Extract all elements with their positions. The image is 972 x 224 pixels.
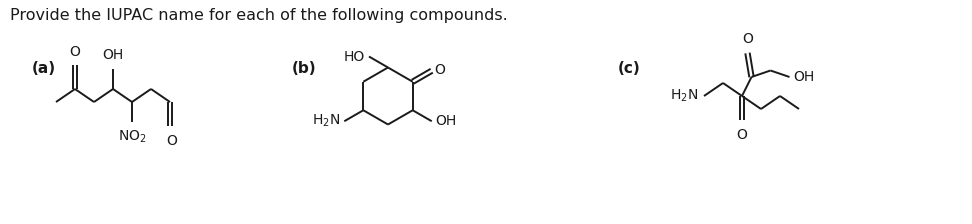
- Text: HO: HO: [344, 50, 364, 63]
- Text: OH: OH: [793, 70, 815, 84]
- Text: NO$_2$: NO$_2$: [118, 129, 147, 145]
- Text: O: O: [742, 32, 753, 46]
- Text: O: O: [70, 45, 81, 59]
- Text: O: O: [166, 134, 178, 148]
- Text: (c): (c): [618, 60, 641, 75]
- Text: OH: OH: [435, 114, 457, 128]
- Text: OH: OH: [102, 48, 123, 62]
- Text: H$_2$N: H$_2$N: [670, 88, 698, 104]
- Text: O: O: [737, 128, 747, 142]
- Text: Provide the IUPAC name for each of the following compounds.: Provide the IUPAC name for each of the f…: [10, 8, 507, 23]
- Text: O: O: [434, 63, 445, 77]
- Text: (b): (b): [292, 60, 317, 75]
- Text: H$_2$N: H$_2$N: [312, 113, 340, 129]
- Text: (a): (a): [32, 60, 56, 75]
